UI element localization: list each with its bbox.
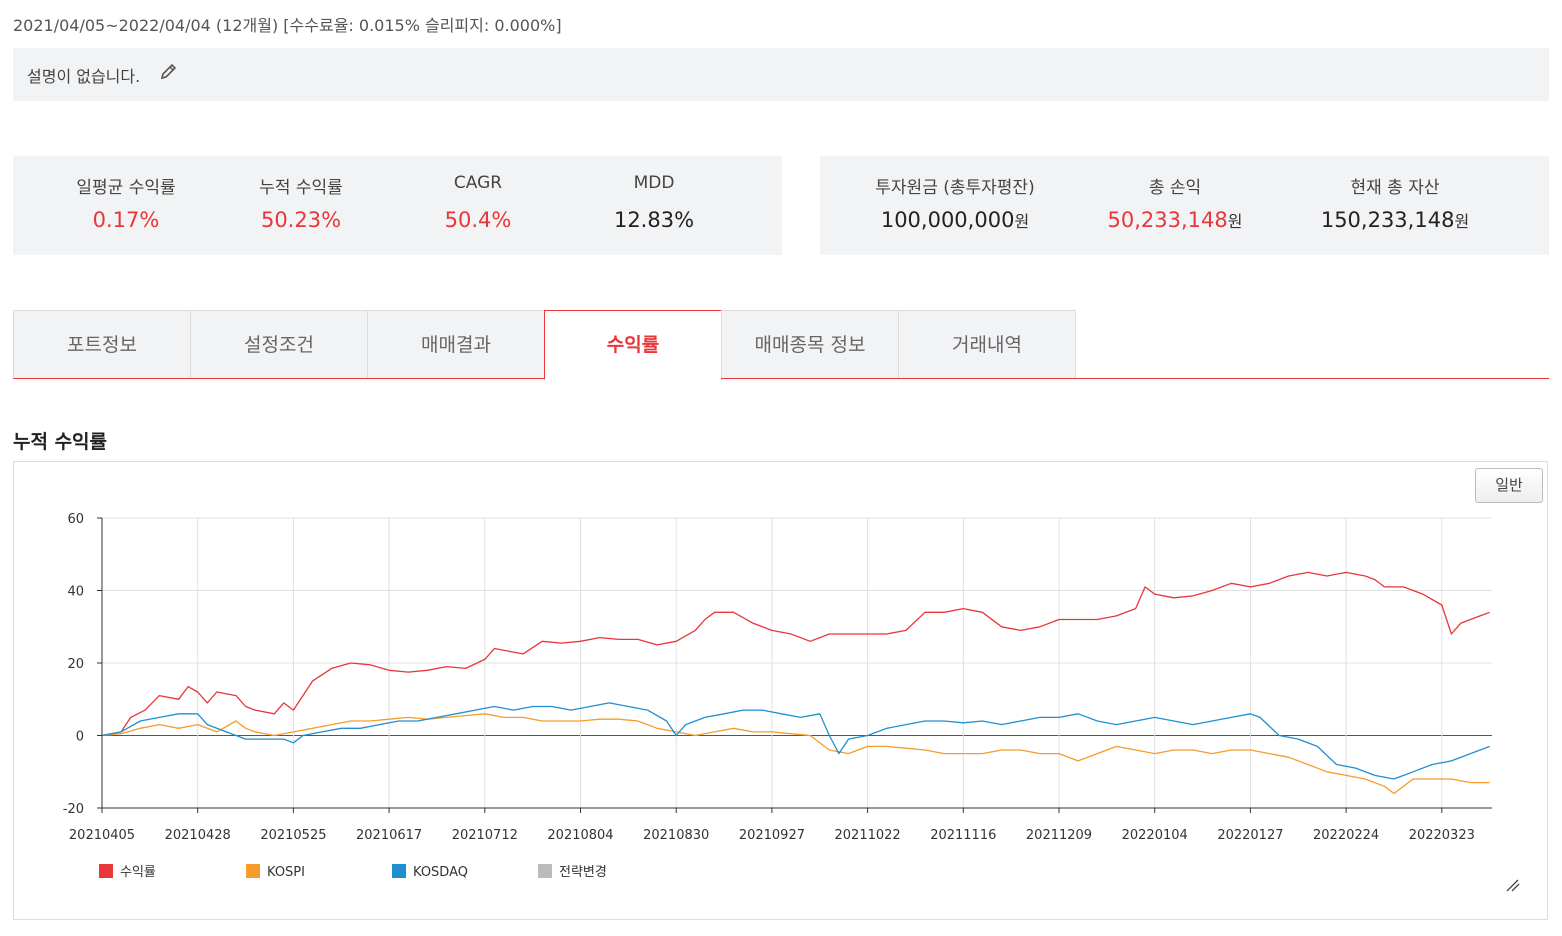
backtest-period: 2021/04/05~2022/04/04 (12개월) [수수료율: 0.01…: [13, 16, 562, 35]
stat-value: 0.17%: [92, 208, 160, 232]
resize-handle-icon[interactable]: [1506, 879, 1520, 892]
currency-unit: 원: [1454, 212, 1470, 231]
tab-transactions[interactable]: 거래내역: [898, 310, 1076, 378]
stat-principal: 투자원금 (총투자평잔) 100,000,000원: [850, 156, 1060, 255]
stat-cagr: CAGR 50.4%: [403, 156, 553, 255]
stat-label: 일평균 수익률: [76, 178, 176, 198]
stat-value: 150,233,148원: [1290, 208, 1500, 232]
asset-stats-panel: 투자원금 (총투자평잔) 100,000,000원 총 손익 50,233,14…: [820, 156, 1549, 255]
tab-stock-info[interactable]: 매매종목 정보: [721, 310, 899, 378]
stat-label: 총 손익: [1148, 178, 1202, 198]
chart-mode-button[interactable]: 일반: [1475, 468, 1543, 503]
return-stats-panel: 일평균 수익률 0.17% 누적 수익률 50.23% CAGR 50.4% M…: [13, 156, 782, 255]
tab-port-info[interactable]: 포트정보: [13, 310, 191, 378]
stat-label: 투자원금 (총투자평잔): [875, 178, 1035, 198]
stat-value: 50.4%: [444, 208, 512, 232]
stat-number: 100,000,000: [880, 208, 1015, 232]
currency-unit: 원: [1014, 212, 1030, 231]
stat-cumulative-return: 누적 수익률 50.23%: [226, 156, 376, 255]
tab-bar: 포트정보 설정조건 매매결과 수익률 매매종목 정보 거래내역: [13, 310, 1549, 380]
stat-value: 50.23%: [260, 208, 342, 232]
tab-returns[interactable]: 수익률: [544, 310, 722, 380]
chart-section-title: 누적 수익률: [13, 431, 108, 453]
stat-total-pnl: 총 손익 50,233,148원: [1070, 156, 1280, 255]
stat-value: 12.83%: [613, 208, 695, 232]
stat-daily-return: 일평균 수익률 0.17%: [51, 156, 201, 255]
stat-value: 50,233,148원: [1070, 208, 1280, 232]
stat-number: 150,233,148: [1320, 208, 1455, 232]
stat-label: CAGR: [453, 173, 503, 193]
chart-container: [13, 461, 1548, 920]
tab-underline: [13, 378, 1549, 379]
stat-label: 누적 수익률: [259, 178, 343, 198]
tab-settings[interactable]: 설정조건: [190, 310, 368, 378]
stat-number: 50,233,148: [1107, 208, 1228, 232]
currency-unit: 원: [1227, 212, 1243, 231]
stat-label: 현재 총 자산: [1350, 178, 1440, 198]
stat-label: MDD: [633, 173, 675, 193]
pencil-icon[interactable]: [157, 61, 179, 83]
description-text: 설명이 없습니다.: [27, 67, 141, 86]
stat-value: 100,000,000원: [850, 208, 1060, 232]
tab-trade-results[interactable]: 매매결과: [367, 310, 545, 378]
description-box: 설명이 없습니다.: [13, 48, 1549, 101]
stat-total-assets: 현재 총 자산 150,233,148원: [1290, 156, 1500, 255]
stat-mdd: MDD 12.83%: [579, 156, 729, 255]
